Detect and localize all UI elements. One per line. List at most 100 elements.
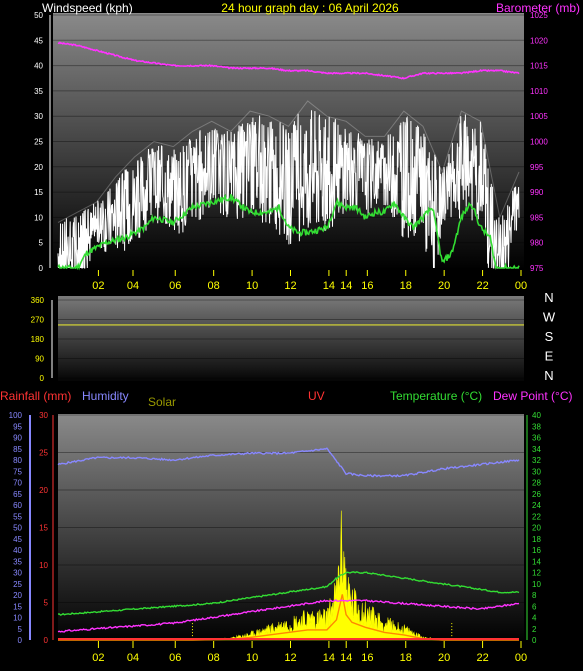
tick-label-barometer: 1025 xyxy=(530,11,548,20)
tick-label-windspeed: 15 xyxy=(34,188,43,197)
tick-label-temperature: 32 xyxy=(532,456,541,465)
series-dew-point xyxy=(57,599,520,633)
tick-label-barometer: 1005 xyxy=(530,112,548,121)
x-axis-hours-top: 02 04 06 08 10 12 14 14 16 18 20 22 00 xyxy=(92,270,527,292)
y-axis-windspeed: 0 5 10 15 20 25 30 35 40 45 50 xyxy=(34,11,51,273)
tick-label-barometer: 1020 xyxy=(530,36,548,45)
tick-label-direction: 270 xyxy=(31,316,45,325)
tick-label-windspeed: 0 xyxy=(39,264,44,273)
tick-label-temperature: 8 xyxy=(532,591,537,600)
tick-label-humidity: 50 xyxy=(13,524,22,533)
hour-tick-label: 12 xyxy=(284,280,296,292)
tick-label-humidity: 70 xyxy=(13,479,22,488)
tick-label-temperature: 10 xyxy=(532,580,541,589)
tick-label-temperature: 18 xyxy=(532,535,541,544)
tick-label-temperature: 40 xyxy=(532,411,541,420)
tick-label-humidity: 15 xyxy=(13,602,22,611)
hour-tick-label: 14 xyxy=(323,652,335,664)
series-barometer xyxy=(57,41,520,80)
tick-label-rainfall: 25 xyxy=(39,449,48,458)
series-wind-gust xyxy=(57,100,520,223)
tick-label-temperature: 6 xyxy=(532,602,537,611)
tick-label-humidity: 0 xyxy=(18,636,23,645)
tick-label-humidity: 55 xyxy=(13,512,22,521)
y-axis-rainfall: 0 5 10 15 20 25 30 xyxy=(39,411,54,645)
chart-title: 24 hour graph day : 06 April 2026 xyxy=(221,1,399,15)
dewpoint-axis-title: Dew Point (°C) xyxy=(493,389,572,403)
tick-label-temperature: 0 xyxy=(532,636,537,645)
tick-label-rainfall: 0 xyxy=(44,636,49,645)
humidity-axis-title: Humidity xyxy=(82,389,129,403)
tick-label-humidity: 60 xyxy=(13,501,22,510)
tick-label-rainfall: 15 xyxy=(39,524,48,533)
temperature-axis-title: Temperature (°C) xyxy=(390,389,482,403)
hour-tick-label: 06 xyxy=(169,652,181,664)
tick-label-rainfall: 30 xyxy=(39,411,48,420)
hour-tick-label: 10 xyxy=(246,280,258,292)
hour-tick-label: 16 xyxy=(361,280,373,292)
tick-label-humidity: 10 xyxy=(13,614,22,623)
tick-label-windspeed: 45 xyxy=(34,36,43,45)
tick-label-humidity: 75 xyxy=(13,467,22,476)
tick-label-temperature: 20 xyxy=(532,524,541,533)
tick-label-humidity: 85 xyxy=(13,445,22,454)
tick-label-barometer: 980 xyxy=(530,239,544,248)
tick-label-barometer: 975 xyxy=(530,264,544,273)
tick-label-temperature: 30 xyxy=(532,467,541,476)
tick-label-direction: 0 xyxy=(40,374,45,383)
tick-label-humidity: 35 xyxy=(13,557,22,566)
tick-label-humidity: 25 xyxy=(13,580,22,589)
compass-label: N xyxy=(544,368,553,383)
tick-label-humidity: 40 xyxy=(13,546,22,555)
tick-label-windspeed: 25 xyxy=(34,138,43,147)
y-axis-barometer: 975 980 985 990 995 1000 1005 1010 1015 1020 1025 xyxy=(530,11,548,273)
hour-tick-label: 02 xyxy=(92,280,104,292)
tick-label-temperature: 22 xyxy=(532,512,541,521)
tick-label-direction: 360 xyxy=(31,296,45,305)
compass-label: E xyxy=(545,349,554,364)
hour-tick-label: 02 xyxy=(92,652,104,664)
grid-direction xyxy=(58,299,524,379)
hour-tick-label: 14 xyxy=(340,280,352,292)
y-axis-humidity: 0 5 10 15 20 25 30 35 40 45 50 55 60 65 70 75 80 85 90 95 10… xyxy=(9,411,31,645)
plot-area-direction xyxy=(58,296,524,381)
tick-label-humidity: 95 xyxy=(13,422,22,431)
tick-label-humidity: 30 xyxy=(13,569,22,578)
tick-label-temperature: 24 xyxy=(532,501,541,510)
hour-tick-label: 16 xyxy=(361,652,373,664)
tick-label-barometer: 1000 xyxy=(530,138,548,147)
plot-area-temperature xyxy=(58,414,524,642)
series-group-temperature xyxy=(57,447,520,641)
tick-label-temperature: 2 xyxy=(532,625,537,634)
tick-label-direction: 180 xyxy=(31,335,45,344)
panel-temperature-humidity: Rainfall (mm) Humidity Solar UV Temperat… xyxy=(0,389,572,664)
series-windspeed xyxy=(57,110,520,269)
tick-label-temperature: 28 xyxy=(532,479,541,488)
tick-label-temperature: 26 xyxy=(532,490,541,499)
tick-label-windspeed: 20 xyxy=(34,163,43,172)
tick-label-rainfall: 5 xyxy=(44,599,49,608)
windspeed-axis-title: Windspeed (kph) xyxy=(42,1,133,15)
tick-label-windspeed: 40 xyxy=(34,62,43,71)
tick-label-barometer: 1010 xyxy=(530,87,548,96)
tick-label-temperature: 14 xyxy=(532,557,541,566)
compass-label: S xyxy=(545,329,554,344)
tick-label-temperature: 34 xyxy=(532,445,541,454)
hour-tick-label: 00 xyxy=(515,280,527,292)
hour-tick-label: 04 xyxy=(127,652,139,664)
compass-label: W xyxy=(543,310,556,325)
series-average-windspeed xyxy=(57,193,520,271)
series-group-wind xyxy=(57,41,520,271)
tick-label-humidity: 65 xyxy=(13,490,22,499)
hour-tick-label: 10 xyxy=(246,652,258,664)
tick-label-humidity: 5 xyxy=(18,625,23,634)
hour-tick-label: 08 xyxy=(208,280,220,292)
y-axis-direction: 0 90 180 270 360 xyxy=(31,296,53,383)
tick-label-barometer: 995 xyxy=(530,163,544,172)
tick-label-humidity: 45 xyxy=(13,535,22,544)
tick-label-humidity: 100 xyxy=(9,411,23,420)
